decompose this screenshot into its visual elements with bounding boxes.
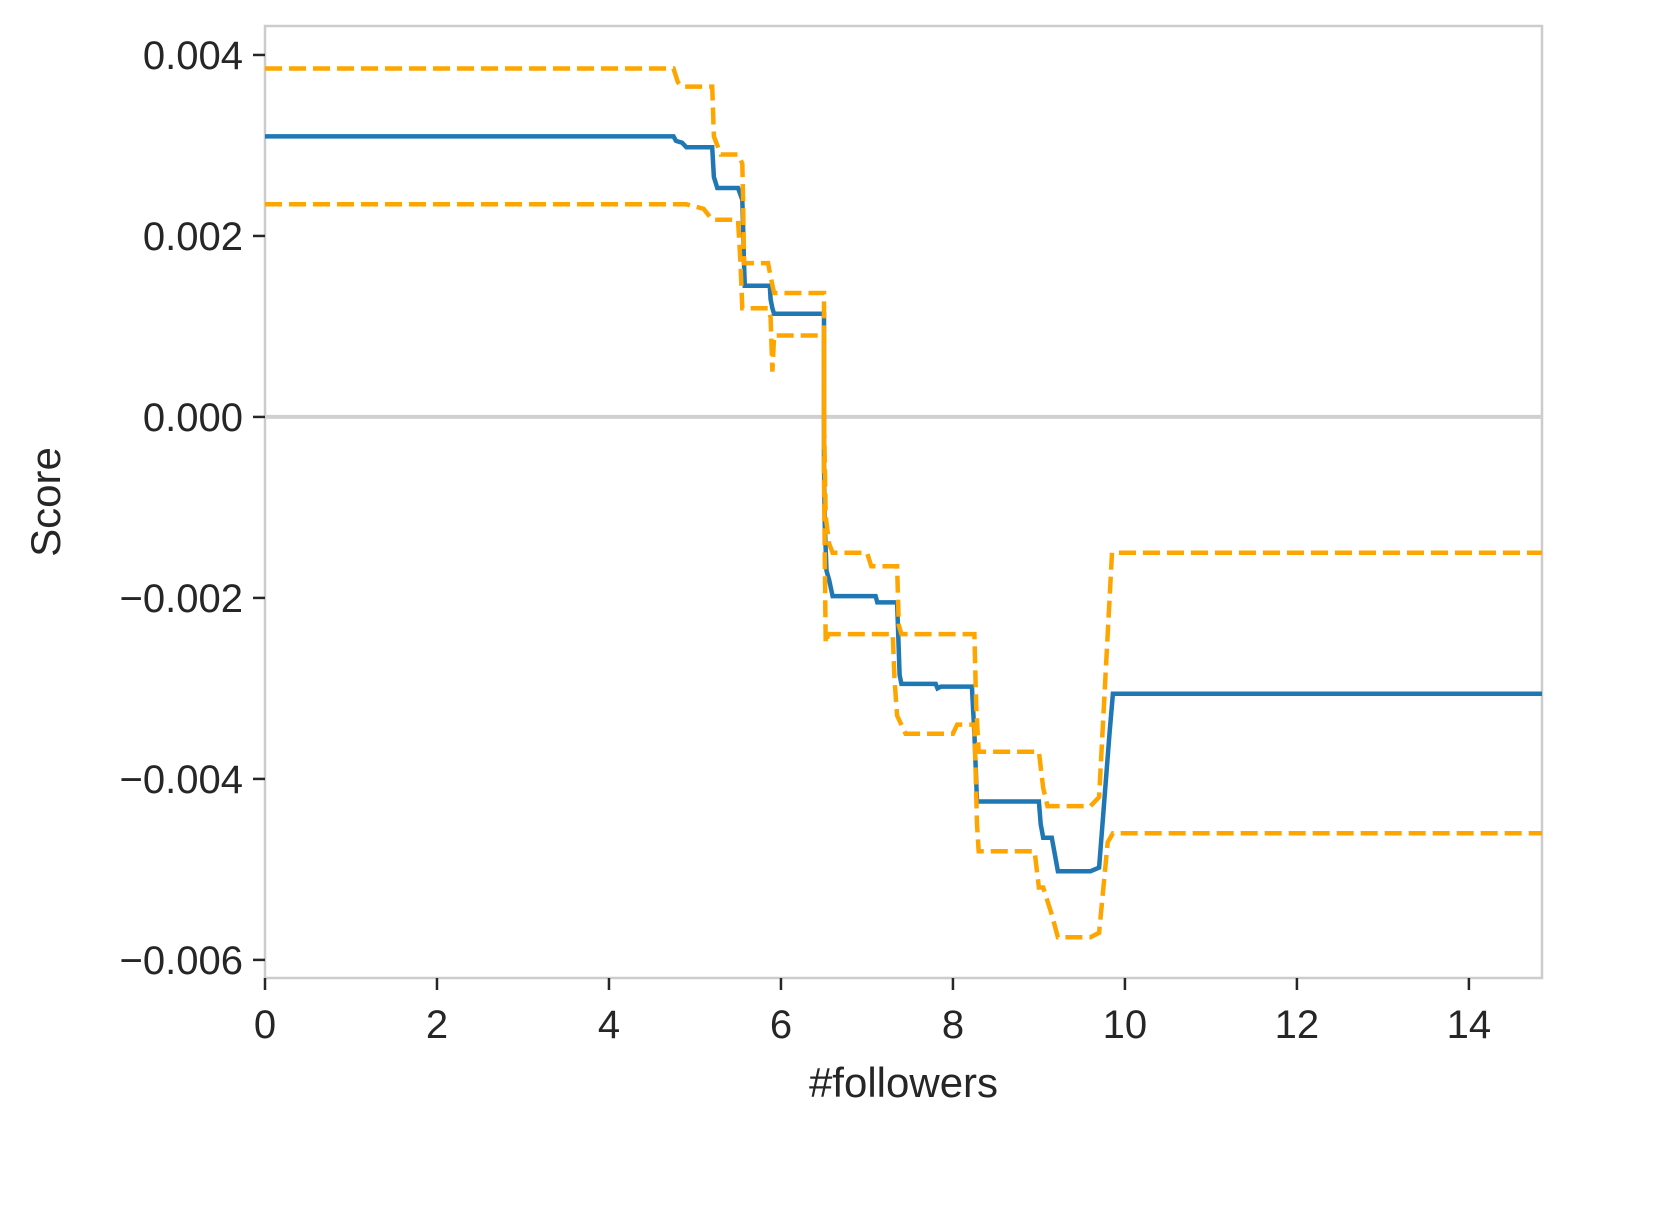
y-tick-label: −0.004 [120,758,243,802]
x-tick-label: 6 [770,1003,792,1047]
bound-line-1 [265,66,1542,809]
x-tick-label: 2 [426,1003,448,1047]
x-tick-label: 0 [254,1003,276,1047]
mean-score-line [265,134,1542,874]
x-axis-ticks: 0 2 4 6 8 10 12 14 [254,978,1491,1047]
bound-line-2 [265,202,1542,940]
x-tick-label: 4 [598,1003,620,1047]
y-axis-ticks: 0.004 0.002 0.000 −0.002 −0.004 −0.006 [120,34,265,983]
y-tick-label: 0.002 [143,215,243,259]
x-axis-title: #followers [809,1059,998,1106]
y-tick-label: −0.006 [120,939,243,983]
x-tick-label: 12 [1275,1003,1320,1047]
y-tick-label: 0.000 [143,396,243,440]
x-tick-label: 14 [1447,1003,1492,1047]
plot-area [263,24,1544,980]
plot-frame [263,24,1544,980]
x-tick-label: 10 [1103,1003,1148,1047]
y-axis-title: Score [22,447,69,557]
y-tick-label: 0.004 [143,34,243,78]
y-tick-label: −0.002 [120,577,243,621]
x-tick-label: 8 [942,1003,964,1047]
